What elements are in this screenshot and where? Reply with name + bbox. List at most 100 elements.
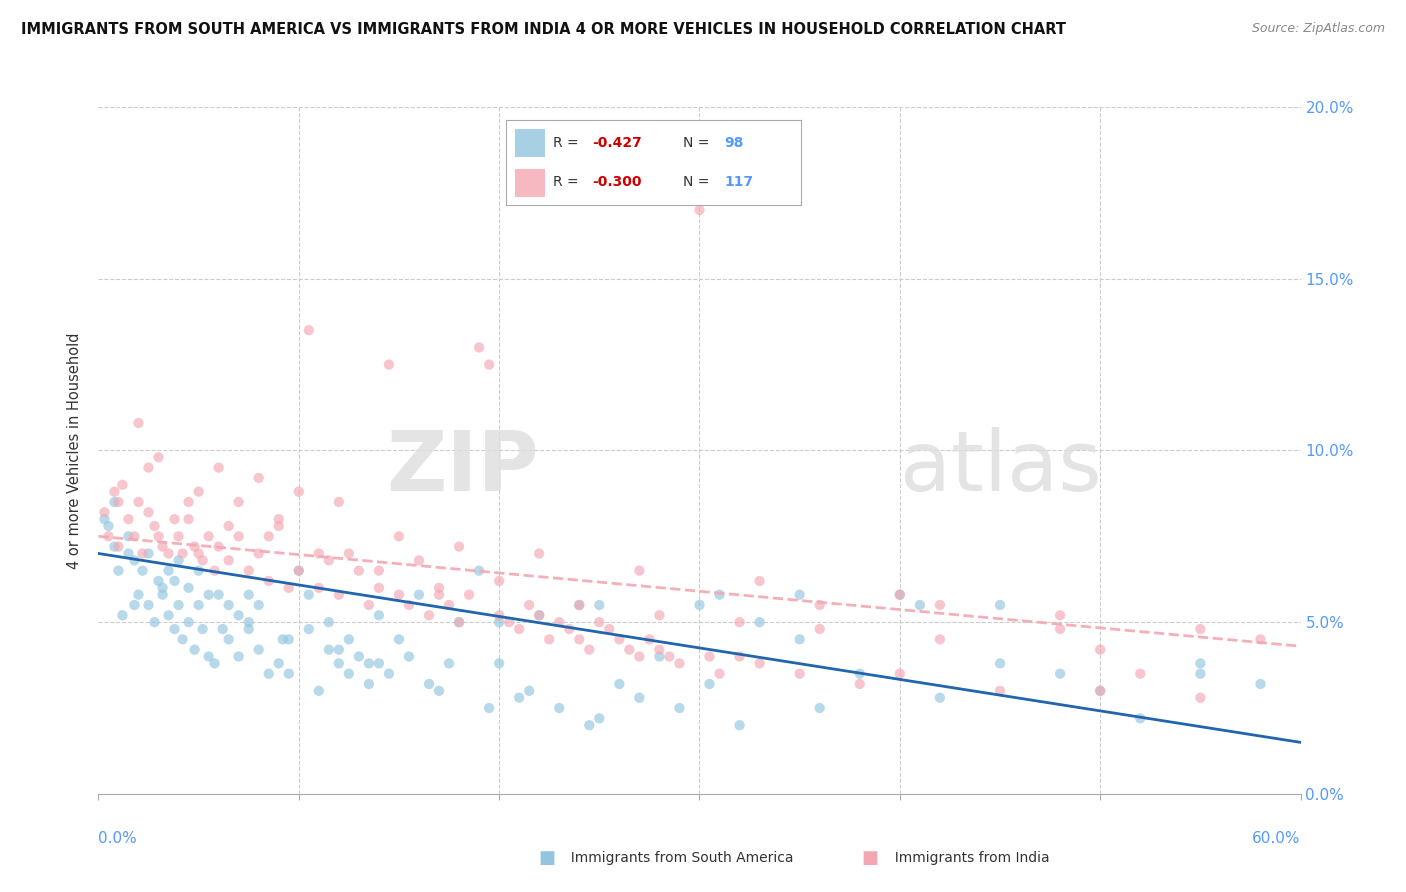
Point	[427, 683, 450, 698]
Point	[578, 718, 600, 732]
Point	[418, 608, 440, 623]
Point	[277, 581, 299, 595]
Point	[1049, 622, 1071, 636]
Point	[197, 649, 219, 664]
Point	[152, 581, 174, 595]
Point	[699, 649, 721, 664]
Point	[228, 495, 250, 509]
Text: atlas: atlas	[900, 427, 1101, 508]
Point	[709, 666, 731, 681]
Point	[1189, 690, 1212, 705]
Point	[117, 512, 139, 526]
Point	[183, 540, 205, 554]
Y-axis label: 4 or more Vehicles in Household: 4 or more Vehicles in Household	[67, 332, 83, 569]
Point	[204, 564, 226, 578]
Point	[1088, 683, 1111, 698]
Point	[247, 471, 270, 485]
Point	[197, 588, 219, 602]
Text: IMMIGRANTS FROM SOUTH AMERICA VS IMMIGRANTS FROM INDIA 4 OR MORE VEHICLES IN HOU: IMMIGRANTS FROM SOUTH AMERICA VS IMMIGRA…	[21, 22, 1066, 37]
Point	[131, 546, 153, 561]
Point	[538, 632, 561, 647]
Point	[128, 416, 150, 430]
Point	[172, 632, 194, 647]
Point	[588, 598, 610, 612]
Point	[238, 588, 260, 602]
Point	[789, 632, 811, 647]
Point	[157, 564, 180, 578]
Point	[668, 701, 690, 715]
Point	[728, 649, 751, 664]
Point	[408, 553, 430, 567]
Point	[468, 340, 491, 354]
Point	[117, 529, 139, 543]
Point	[468, 564, 491, 578]
Text: Source: ZipAtlas.com: Source: ZipAtlas.com	[1251, 22, 1385, 36]
Point	[228, 529, 250, 543]
Point	[368, 657, 391, 671]
Point	[628, 690, 651, 705]
Point	[699, 677, 721, 691]
Point	[808, 622, 831, 636]
Point	[238, 622, 260, 636]
Point	[183, 642, 205, 657]
Point	[308, 581, 330, 595]
Point	[143, 519, 166, 533]
Point	[1189, 666, 1212, 681]
Text: -0.300: -0.300	[592, 176, 641, 189]
Point	[208, 588, 231, 602]
Text: ■: ■	[862, 849, 879, 867]
Point	[247, 598, 270, 612]
Point	[1250, 677, 1272, 691]
Point	[398, 649, 420, 664]
Point	[1088, 683, 1111, 698]
Point	[288, 564, 311, 578]
Bar	[515, 129, 544, 157]
Point	[218, 553, 240, 567]
Point	[529, 546, 551, 561]
Text: -0.427: -0.427	[592, 136, 641, 150]
Point	[288, 484, 311, 499]
Point	[568, 598, 591, 612]
Point	[163, 574, 186, 588]
Point	[267, 519, 290, 533]
Bar	[515, 169, 544, 196]
Point	[728, 718, 751, 732]
Point	[208, 460, 231, 475]
Point	[808, 598, 831, 612]
Point	[568, 598, 591, 612]
Point	[172, 546, 194, 561]
Point	[271, 632, 294, 647]
Text: Immigrants from South America: Immigrants from South America	[562, 851, 794, 865]
Point	[648, 642, 671, 657]
Point	[298, 588, 321, 602]
Point	[908, 598, 931, 612]
Point	[889, 588, 911, 602]
Point	[1189, 657, 1212, 671]
Point	[478, 358, 501, 372]
Point	[103, 495, 125, 509]
Point	[488, 608, 510, 623]
Point	[328, 642, 350, 657]
Point	[488, 574, 510, 588]
Text: Immigrants from India: Immigrants from India	[886, 851, 1049, 865]
Point	[187, 598, 209, 612]
Point	[138, 460, 160, 475]
Point	[107, 495, 129, 509]
Point	[167, 598, 190, 612]
Point	[889, 666, 911, 681]
Point	[929, 632, 952, 647]
Point	[388, 529, 411, 543]
Point	[167, 529, 190, 543]
Point	[328, 588, 350, 602]
Point	[619, 642, 641, 657]
Point	[598, 622, 620, 636]
Point	[328, 495, 350, 509]
Point	[238, 564, 260, 578]
Point	[308, 683, 330, 698]
Point	[408, 588, 430, 602]
Point	[548, 615, 571, 630]
Point	[849, 666, 872, 681]
Point	[808, 701, 831, 715]
Point	[447, 540, 470, 554]
Point	[437, 598, 460, 612]
